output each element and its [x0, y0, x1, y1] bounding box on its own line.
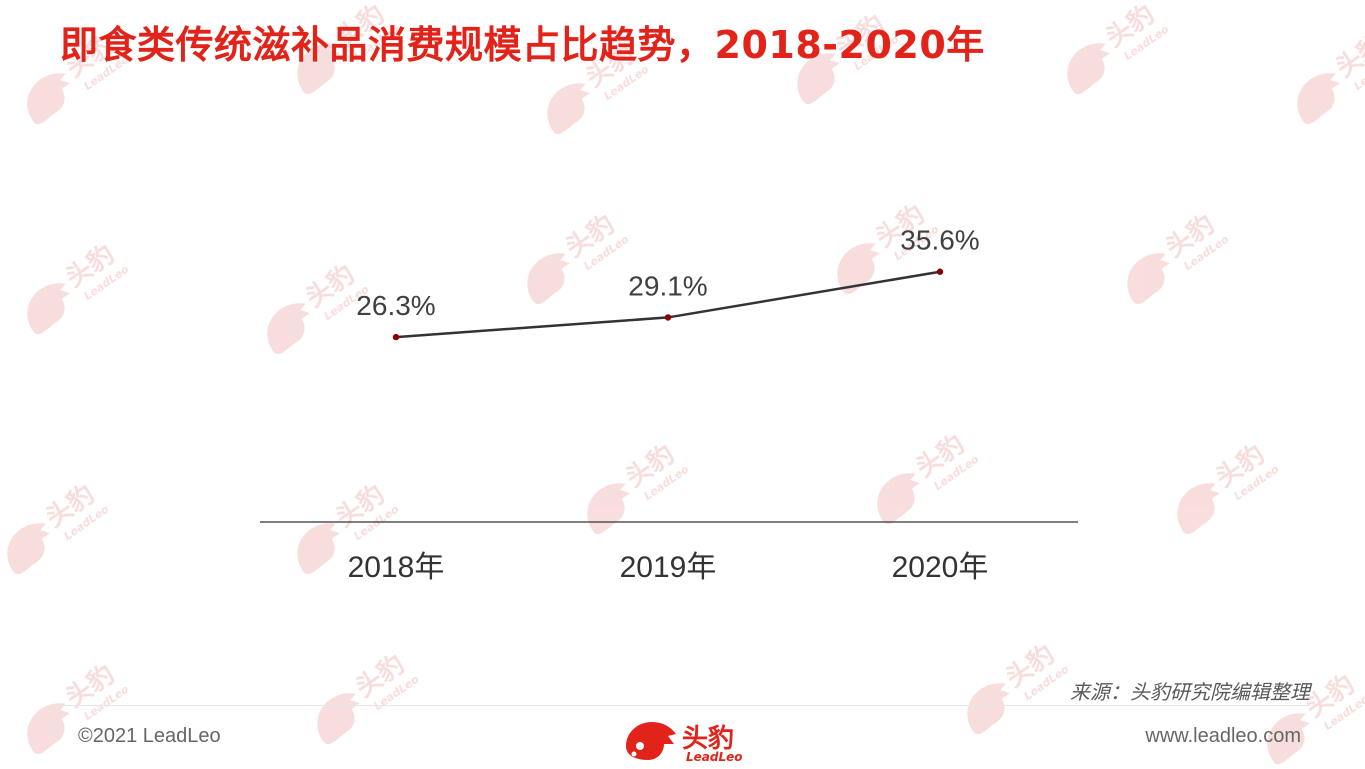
- copyright-text: ©2021 LeadLeo: [78, 725, 221, 747]
- website-link[interactable]: www.leadleo.com: [1145, 725, 1301, 747]
- x-tick-label: 2020年: [892, 551, 989, 584]
- source-note: 来源：头豹研究院编辑整理: [1070, 680, 1310, 704]
- x-tick-label: 2019年: [620, 551, 717, 584]
- page-title: 即食类传统滋补品消费规模占比趋势，2018-2020年: [60, 23, 985, 67]
- data-label: 26.3%: [356, 290, 435, 321]
- data-point: [664, 314, 672, 321]
- logo-text-cn: 头豹: [682, 724, 735, 754]
- x-tick-label: 2018年: [348, 551, 445, 584]
- logo-text-en: LeadLeo: [686, 750, 743, 764]
- data-label: 29.1%: [628, 270, 707, 301]
- footer-divider: [55, 705, 1310, 706]
- leadleo-logo: 头豹 LeadLeo: [620, 712, 760, 768]
- data-point: [392, 333, 400, 341]
- data-label: 35.6%: [900, 225, 979, 256]
- data-point: [936, 268, 944, 275]
- leopard-head-icon: [626, 722, 676, 760]
